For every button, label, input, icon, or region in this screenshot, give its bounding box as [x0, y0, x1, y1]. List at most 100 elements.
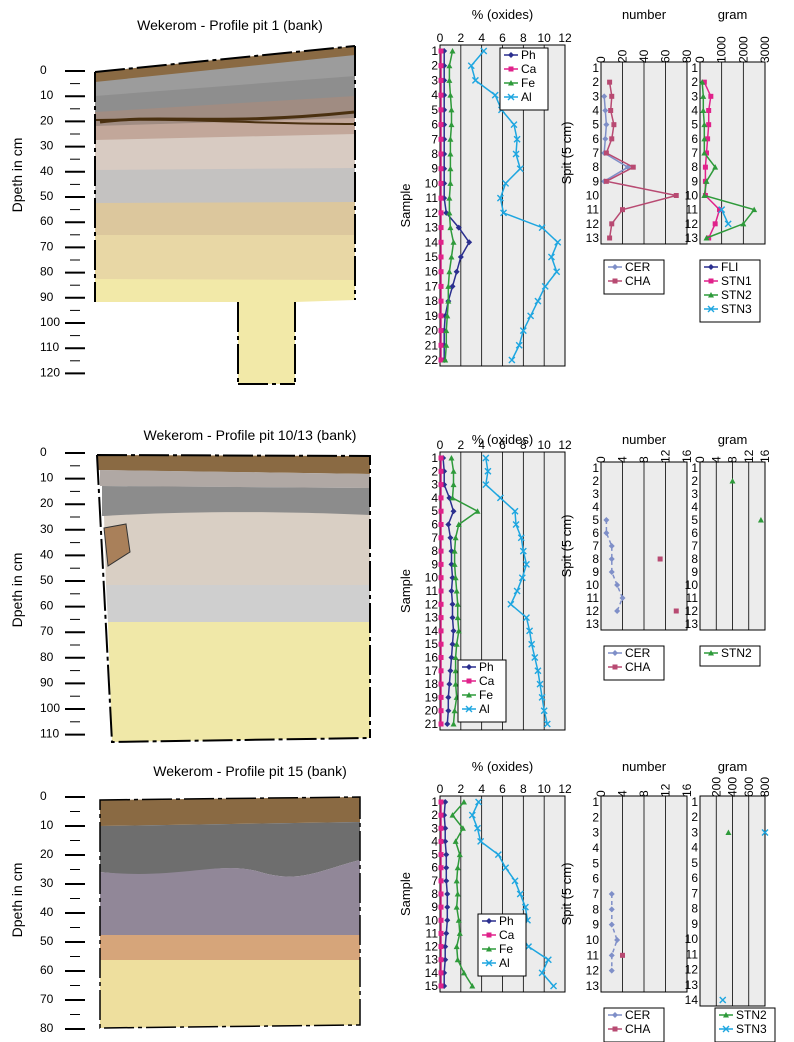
- marker-Fe: [447, 92, 454, 98]
- x-tick-label: 12: [558, 31, 572, 45]
- marker-Fe: [446, 268, 453, 275]
- marker-Al: [496, 194, 504, 202]
- marker-CER: [612, 650, 618, 656]
- marker-STN3: [722, 1025, 730, 1033]
- series-STN2: [725, 829, 732, 835]
- marker-Ph: [450, 508, 457, 515]
- marker-Ph: [443, 930, 450, 937]
- y-tick-label: 2: [431, 464, 438, 478]
- marker-CER: [608, 921, 615, 928]
- marker-Ca: [438, 482, 444, 488]
- y-tick-label: 13: [685, 617, 699, 631]
- depth-tick-label: 100: [40, 701, 60, 715]
- marker-FLI: [708, 264, 714, 270]
- marker-Al: [547, 253, 555, 261]
- marker-STN2: [757, 517, 764, 523]
- depth-tick-label: 50: [40, 189, 54, 203]
- profile-drawings: [94, 45, 371, 1029]
- x-tick-label: 6: [499, 31, 506, 45]
- legend-label-CHA: CHA: [625, 660, 650, 674]
- y-tick-label: 7: [592, 887, 599, 901]
- marker-Fe: [442, 357, 449, 363]
- y-tick-label: 8: [592, 902, 599, 916]
- y-tick-label: 8: [431, 887, 438, 901]
- y-tick-label: 11: [587, 948, 600, 962]
- marker-Ca: [438, 535, 444, 541]
- marker-CHA: [603, 150, 609, 156]
- y-tick-label: 13: [425, 953, 439, 967]
- y-tick-label: 10: [685, 578, 699, 592]
- marker-Al: [502, 864, 510, 872]
- marker-Fe: [455, 627, 462, 634]
- marker-Fe: [453, 877, 460, 884]
- marker-Al: [541, 282, 549, 290]
- marker-Ph: [449, 283, 456, 290]
- y-tick-label: 6: [592, 132, 599, 146]
- marker-Al: [527, 312, 535, 320]
- marker-Ph: [457, 254, 464, 260]
- y-tick-label: 4: [431, 834, 438, 848]
- x-tick-label: 60: [659, 49, 673, 63]
- marker-Ph: [444, 904, 451, 911]
- x-tick-label: 12: [558, 782, 572, 796]
- marker-Fe: [452, 574, 459, 581]
- marker-Ca: [438, 575, 444, 581]
- marker-Fe: [447, 136, 454, 142]
- y-tick-label: 18: [425, 677, 439, 691]
- marker-Al: [510, 121, 518, 129]
- marker-Ca: [438, 107, 444, 113]
- y-tick-label: 2: [592, 474, 599, 488]
- x-tick-label: 4: [478, 782, 485, 796]
- legend-box: [699, 645, 761, 667]
- y-tick-label: 12: [425, 597, 439, 611]
- depth-tick-label: 40: [40, 905, 54, 919]
- depth-tick-label: 0: [40, 63, 47, 77]
- depth-tick-label: 70: [40, 624, 54, 638]
- y-tick-label: 10: [586, 189, 600, 203]
- marker-Ca: [438, 151, 444, 157]
- y-tick-label: 4: [691, 500, 698, 514]
- x-tick-label: 8: [637, 456, 651, 463]
- y-tick-label: 5: [691, 118, 698, 132]
- oxides-panel: 0 2 4 6 8 10 12% (oxides)123456789101112131415…: [398, 759, 572, 993]
- marker-STN1: [702, 164, 708, 170]
- y-tick-label: 1: [431, 44, 438, 58]
- x-tick-label: 8: [726, 456, 740, 463]
- legend-label-STN1: STN1: [721, 274, 752, 288]
- chart-title: Wekerom - Profile pit 10/13 (bank): [144, 427, 357, 443]
- marker-Ca: [438, 239, 444, 245]
- y-tick-label: 20: [425, 324, 439, 338]
- marker-Al: [513, 135, 521, 143]
- marker-Fe: [448, 254, 455, 260]
- marker-Fe: [446, 77, 453, 83]
- marker-STN3: [719, 996, 727, 1004]
- y-tick-label: 10: [425, 571, 439, 585]
- marker-Ph: [445, 521, 452, 528]
- marker-Fe: [508, 80, 514, 86]
- marker-STN2: [740, 220, 747, 227]
- marker-CHA: [609, 93, 615, 99]
- marker-STN2: [725, 829, 732, 835]
- marker-CHA: [612, 664, 618, 670]
- y-tick-label: 6: [691, 526, 698, 540]
- marker-STN1: [705, 136, 711, 142]
- marker-STN2: [701, 135, 708, 142]
- marker-Ca: [438, 891, 444, 897]
- panel-title: number: [622, 432, 667, 447]
- depth-axis-label: Dpeth in cm: [9, 553, 25, 628]
- marker-Al: [475, 798, 483, 806]
- y-tick-label: 9: [431, 900, 438, 914]
- marker-Al: [538, 969, 546, 977]
- y-axis-label: Spit (5 cm): [559, 122, 574, 185]
- x-tick-label: 10: [537, 438, 551, 452]
- marker-Al: [467, 62, 475, 70]
- legend-label-STN2: STN2: [721, 646, 752, 660]
- depth-tick-label: 0: [40, 445, 47, 459]
- y-tick-label: 5: [592, 856, 599, 870]
- marker-Ca: [438, 799, 444, 805]
- y-tick-label: 12: [586, 217, 600, 231]
- depth-tick-label: 60: [40, 214, 54, 228]
- marker-Ca: [438, 681, 444, 687]
